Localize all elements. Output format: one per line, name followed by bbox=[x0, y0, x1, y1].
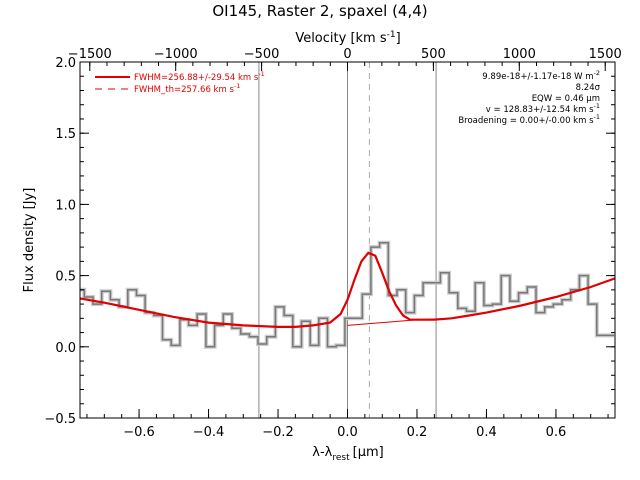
fit-series bbox=[79, 251, 616, 328]
annotation-flux-main: 9.89e-18+/-1.17e-18 W m bbox=[482, 72, 593, 82]
legend-label-fwhm-sup: -1 bbox=[258, 70, 264, 78]
fit-annotations: 9.89e-18+/-1.17e-18 W m-2 8.24σ EQW = 0.… bbox=[458, 69, 600, 126]
x-axis-label-sub: rest bbox=[332, 453, 350, 463]
legend-label-fwhm-th-sup: -1 bbox=[234, 82, 240, 90]
y-tick-label: 2.0 bbox=[55, 56, 76, 71]
top-tick-label: −1000 bbox=[154, 47, 198, 62]
y-tick-label: 0.0 bbox=[55, 341, 76, 356]
top-tick-label: 0 bbox=[343, 47, 351, 62]
top-axis-label-main: Velocity [km s bbox=[295, 31, 387, 46]
y-tick-label: −0.5 bbox=[44, 412, 76, 427]
spectrum-series bbox=[80, 240, 615, 349]
x-tick-label: −0.6 bbox=[123, 425, 155, 440]
x-axis-label-main: λ-λ bbox=[312, 445, 332, 460]
annotation-broadening-sup: -1 bbox=[594, 113, 600, 121]
x-tick-label: −0.2 bbox=[262, 425, 294, 440]
top-tick-label: 1000 bbox=[503, 47, 536, 62]
x-axis-label-unit: [μm] bbox=[353, 445, 384, 460]
top-tick-label: −1500 bbox=[68, 47, 112, 62]
y-tick-label: 1.5 bbox=[55, 127, 76, 142]
legend: FWHM=256.88+/-29.54 km s-1 FWHM_th=257.6… bbox=[95, 70, 265, 95]
annotation-flux: 9.89e-18+/-1.17e-18 W m-2 bbox=[482, 69, 600, 82]
axes: −0.6 −0.4 −0.2 0.0 0.2 0.4 0.6 −1500 −1000 −500 0 5… bbox=[44, 47, 621, 440]
annotation-velocity-sup: -1 bbox=[594, 102, 600, 110]
legend-label-fwhm-th: FWHM_th=257.66 km s-1 bbox=[134, 82, 240, 95]
top-axis-label-end: ] bbox=[396, 31, 401, 46]
y-tick-label: 0.5 bbox=[55, 270, 76, 285]
x-tick-label: 0.6 bbox=[546, 425, 567, 440]
top-axis-label-sup: -1 bbox=[387, 30, 396, 40]
annotation-broadening-main: Broadening = 0.00+/-0.00 km s bbox=[458, 116, 594, 126]
legend-label-fwhm-main: FWHM=256.88+/-29.54 km s bbox=[134, 73, 259, 83]
x-tick-label: 0.0 bbox=[337, 425, 358, 440]
annotation-flux-sup: -2 bbox=[594, 69, 600, 77]
x-axis-label: λ-λrest [μm] bbox=[312, 445, 383, 463]
x-tick-label: 0.2 bbox=[407, 425, 428, 440]
spectrum-line bbox=[80, 242, 615, 348]
y-axis-label: Flux density [Jy] bbox=[22, 188, 37, 293]
vertical-markers bbox=[258, 62, 437, 418]
annotation-velocity-main: v = 128.83+/-12.54 km s bbox=[486, 105, 594, 115]
annotation-broadening: Broadening = 0.00+/-0.00 km s-1 bbox=[458, 113, 600, 126]
top-tick-label: 1500 bbox=[589, 47, 622, 62]
annotation-eqw: EQW = 0.46 μm bbox=[532, 94, 600, 104]
legend-label-fwhm: FWHM=256.88+/-29.54 km s-1 bbox=[134, 70, 265, 83]
annotation-sigma: 8.24σ bbox=[576, 83, 601, 93]
top-tick-label: 500 bbox=[421, 47, 446, 62]
top-axis-label: Velocity [km s-1] bbox=[295, 30, 400, 46]
chart-title: OI145, Raster 2, spaxel (4,4) bbox=[212, 2, 427, 20]
top-tick-label: −500 bbox=[244, 47, 280, 62]
x-tick-label: −0.4 bbox=[193, 425, 225, 440]
legend-label-fwhm-th-main: FWHM_th=257.66 km s bbox=[134, 85, 234, 95]
continuum-line bbox=[347, 277, 616, 326]
x-tick-label: 0.4 bbox=[476, 425, 497, 440]
y-tick-label: 1.0 bbox=[55, 198, 76, 213]
annotation-velocity: v = 128.83+/-12.54 km s-1 bbox=[486, 102, 600, 115]
